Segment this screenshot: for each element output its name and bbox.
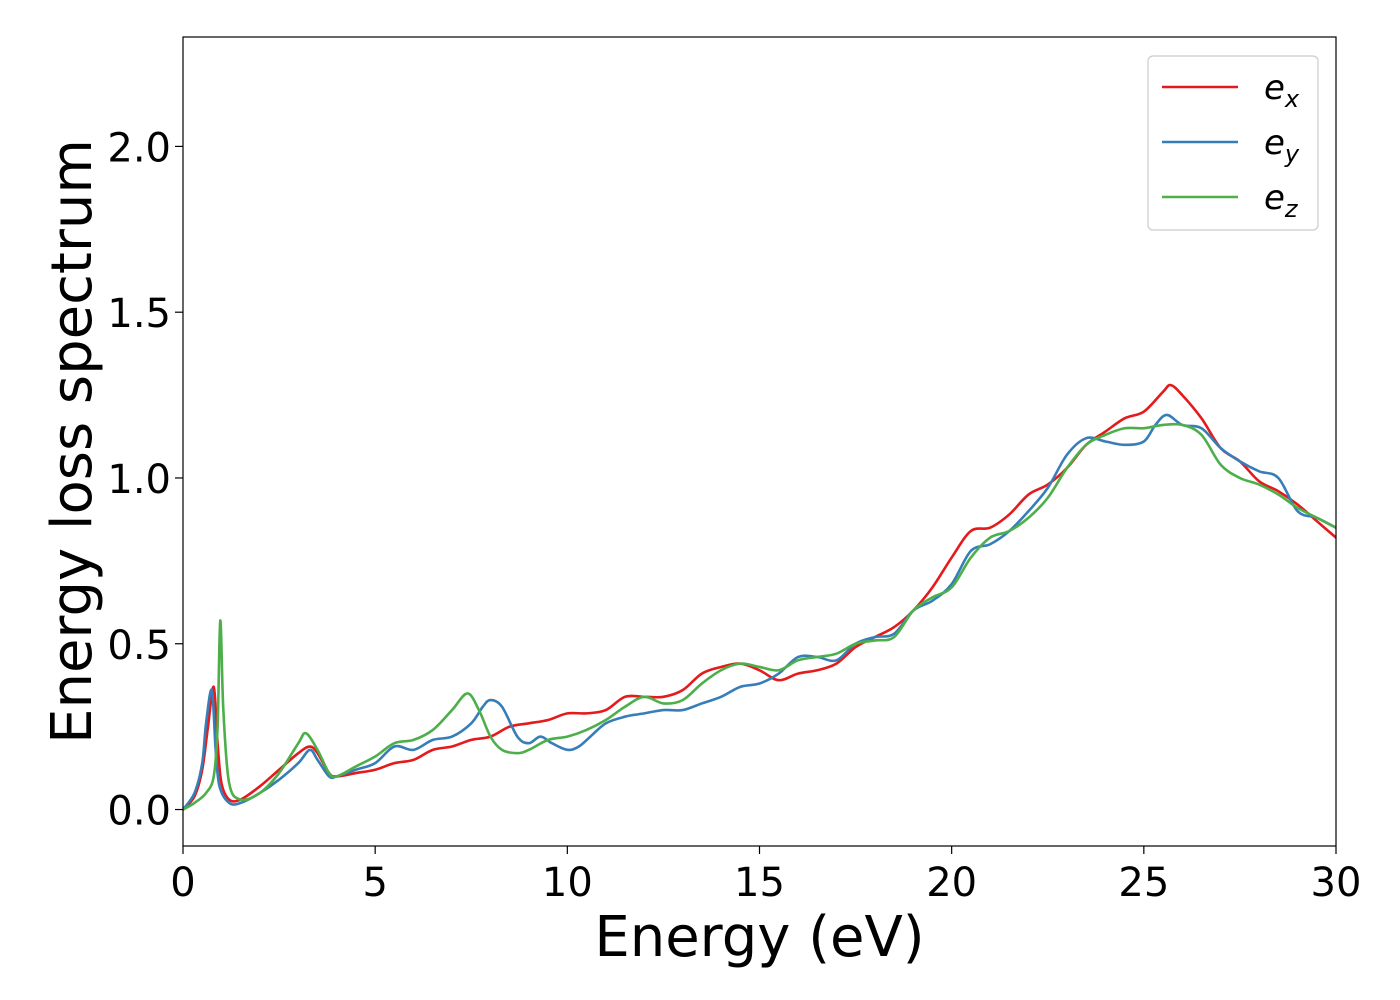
series-line-ez bbox=[183, 422, 1336, 811]
y-axis-label: Energy loss spectrum bbox=[40, 139, 105, 744]
x-tick-label: 30 bbox=[1311, 860, 1362, 906]
x-axis: 0 5 10 15 20 25 30 bbox=[170, 846, 1361, 906]
x-tick-label: 10 bbox=[542, 860, 593, 906]
y-tick-label: 0.0 bbox=[107, 789, 171, 835]
x-tick-label: 20 bbox=[926, 860, 977, 906]
y-tick-label: 0.5 bbox=[107, 623, 171, 669]
y-tick-label: 1.5 bbox=[107, 291, 171, 337]
y-axis: 0.0 0.5 1.0 1.5 2.0 bbox=[107, 125, 183, 835]
x-tick-label: 0 bbox=[170, 860, 195, 906]
x-tick-label: 15 bbox=[734, 860, 785, 906]
legend-label-ey: ey bbox=[1264, 123, 1300, 168]
x-tick-label: 5 bbox=[362, 860, 387, 906]
legend-label-ez: ez bbox=[1264, 178, 1299, 223]
series-line-ey bbox=[183, 413, 1336, 811]
y-tick-label: 1.0 bbox=[107, 457, 171, 503]
legend-label-ex: ex bbox=[1264, 68, 1300, 113]
x-axis-label: Energy (eV) bbox=[594, 905, 924, 970]
legend: ex ey ez bbox=[1147, 55, 1319, 231]
series-layer bbox=[183, 383, 1336, 811]
y-tick-label: 2.0 bbox=[107, 125, 171, 171]
series-line-ex bbox=[183, 383, 1336, 811]
x-tick-label: 25 bbox=[1118, 860, 1169, 906]
